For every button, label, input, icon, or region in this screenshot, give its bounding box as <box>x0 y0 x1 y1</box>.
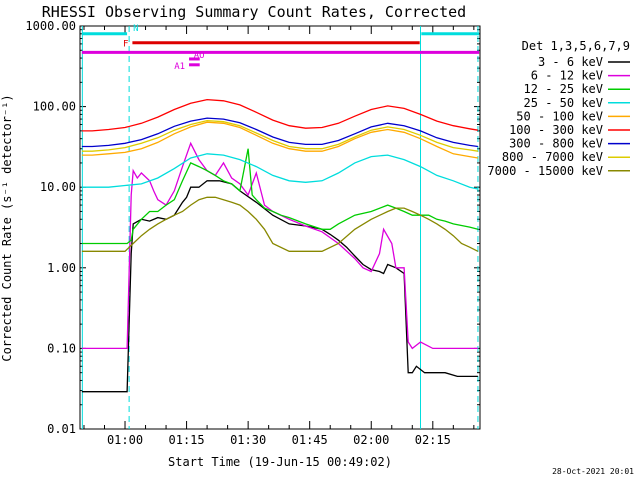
x-axis: 01:00 01:15 01:30 01:45 02:00 02:15 <box>83 26 475 447</box>
series-line-7 <box>81 119 479 152</box>
legend-label: 3 - 6 keV <box>538 55 603 69</box>
legend-label: 25 - 50 keV <box>524 96 603 110</box>
legend-label: 800 - 7000 keV <box>502 150 603 164</box>
series-line-5 <box>81 98 479 132</box>
series-line-8 <box>81 196 479 252</box>
x-tick-label: 01:00 <box>107 433 143 447</box>
plot-frame <box>79 25 481 430</box>
series-line-3 <box>81 153 479 190</box>
series-line-4 <box>81 121 479 159</box>
vertical-markers <box>81 26 479 429</box>
y-tick-label: 0.10 <box>47 341 76 355</box>
series-line-6 <box>81 117 478 148</box>
annotation-label: A1 <box>174 62 185 72</box>
x-tick-label: 02:00 <box>353 433 389 447</box>
y-axis-label: Corrected Count Rate (s⁻¹ detector⁻¹) <box>0 94 14 361</box>
legend-label: 7000 - 15000 keV <box>487 164 603 178</box>
series-lines <box>81 98 479 393</box>
y-tick-label: 1.00 <box>47 261 76 275</box>
x-axis-label: Start Time (19-Jun-15 00:49:02) <box>168 455 392 469</box>
series-line-0 <box>81 180 478 393</box>
series-line-1 <box>81 141 478 350</box>
annotation-label: N <box>133 24 138 34</box>
legend-label: 50 - 100 keV <box>516 109 603 123</box>
annotation-label: F <box>123 40 128 50</box>
x-tick-label: 01:45 <box>292 433 328 447</box>
legend-label: 300 - 800 keV <box>509 137 603 151</box>
y-tick-label: 10.00 <box>40 180 76 194</box>
y-axis: 1000.00 100.00 10.00 1.00 0.10 0.01 <box>25 19 480 436</box>
series-line-2 <box>81 148 479 245</box>
legend-title: Det 1,3,5,6,7,9 <box>522 39 630 53</box>
legend-label: 12 - 25 keV <box>524 82 603 96</box>
legend-label: 100 - 300 keV <box>509 123 603 137</box>
legend-label: 6 - 12 keV <box>531 69 603 83</box>
x-tick-label: 01:15 <box>169 433 205 447</box>
y-tick-label: 100.00 <box>33 100 76 114</box>
annotation-label: AO <box>194 51 205 61</box>
y-tick-label: 0.01 <box>47 422 76 436</box>
footer-date: 28-Oct-2021 20:01 <box>552 467 634 476</box>
annotation-bars: NF AO A1 <box>81 24 480 72</box>
x-tick-label: 01:30 <box>230 433 266 447</box>
x-tick-label: 02:15 <box>415 433 451 447</box>
y-tick-label: 1000.00 <box>25 19 76 33</box>
chart-title: RHESSI Observing Summary Count Rates, Co… <box>42 3 466 21</box>
